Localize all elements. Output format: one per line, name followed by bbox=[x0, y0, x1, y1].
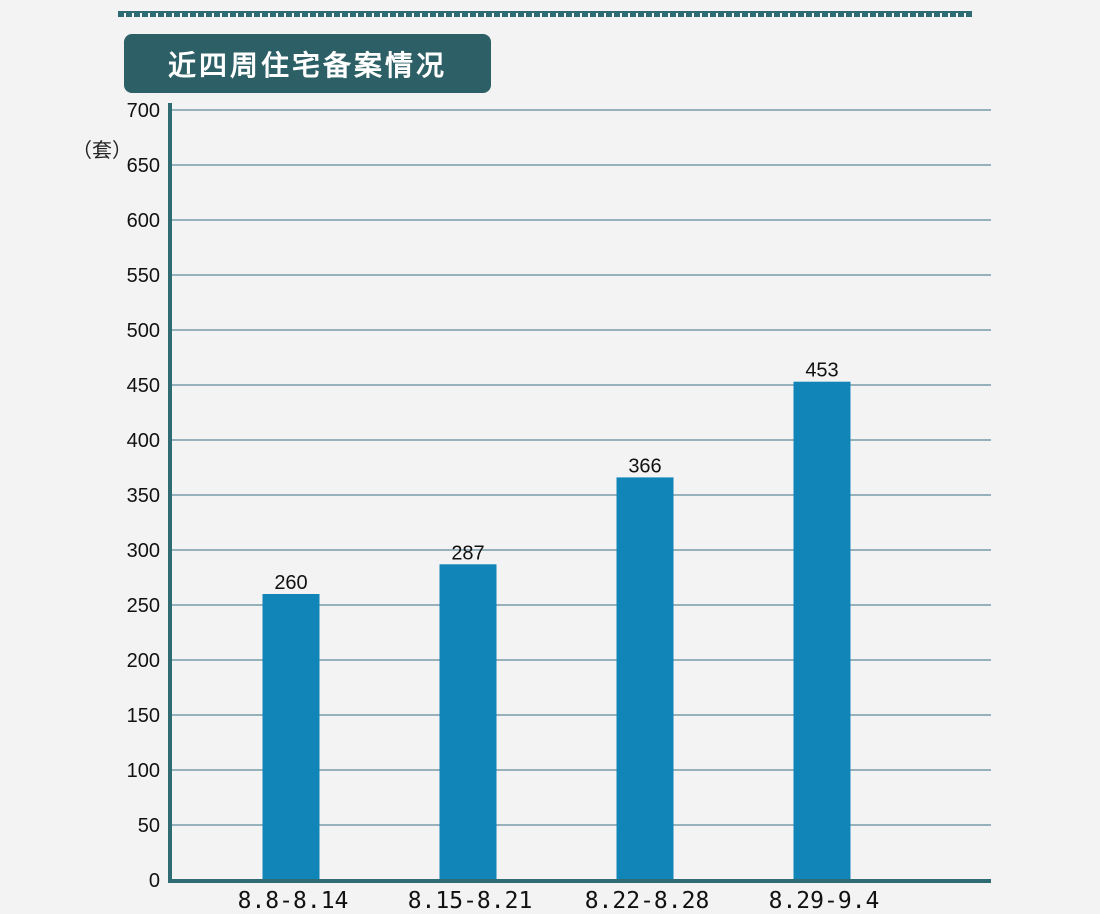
x-axis-ticks: 8.8-8.14 8.15-8.21 8.22-8.28 8.29-9.4 bbox=[238, 888, 880, 914]
y-axis-ticks: 0 50 100 150 200 250 300 350 400 450 500 550 600 650 7… bbox=[127, 100, 160, 892]
y-tick-label: 200 bbox=[127, 650, 160, 672]
y-tick-label: 350 bbox=[127, 485, 160, 507]
y-tick-label: 450 bbox=[127, 375, 160, 397]
y-tick-label: 700 bbox=[127, 100, 160, 122]
y-tick-label: 550 bbox=[127, 265, 160, 287]
y-tick-label: 400 bbox=[127, 430, 160, 452]
y-tick-label: 600 bbox=[127, 210, 160, 232]
x-tick-label: 8.8-8.14 bbox=[238, 888, 349, 914]
y-tick-label: 150 bbox=[127, 705, 160, 727]
data-label: 260 bbox=[274, 572, 307, 594]
data-label: 366 bbox=[628, 455, 661, 477]
y-tick-label: 0 bbox=[149, 870, 160, 892]
decorative-top-border bbox=[118, 11, 972, 17]
data-labels: 260 287 366 453 bbox=[274, 360, 838, 594]
bar bbox=[616, 477, 674, 880]
bar bbox=[439, 564, 497, 880]
axes bbox=[168, 103, 991, 883]
y-tick-label: 100 bbox=[127, 760, 160, 782]
chart-title: 近四周住宅备案情况 bbox=[124, 34, 491, 93]
bar bbox=[262, 594, 320, 880]
x-tick-label: 8.22-8.28 bbox=[585, 888, 710, 914]
y-tick-label: 650 bbox=[127, 155, 160, 177]
y-tick-label: 300 bbox=[127, 540, 160, 562]
y-axis-unit-label: （套） bbox=[72, 138, 132, 162]
x-tick-label: 8.29-9.4 bbox=[769, 888, 880, 914]
y-tick-label: 500 bbox=[127, 320, 160, 342]
x-tick-label: 8.15-8.21 bbox=[408, 888, 533, 914]
y-tick-label: 250 bbox=[127, 595, 160, 617]
y-tick-label: 50 bbox=[138, 815, 160, 837]
bars bbox=[262, 381, 851, 880]
data-label: 453 bbox=[805, 360, 838, 382]
data-label: 287 bbox=[451, 542, 484, 564]
bar bbox=[793, 381, 851, 880]
